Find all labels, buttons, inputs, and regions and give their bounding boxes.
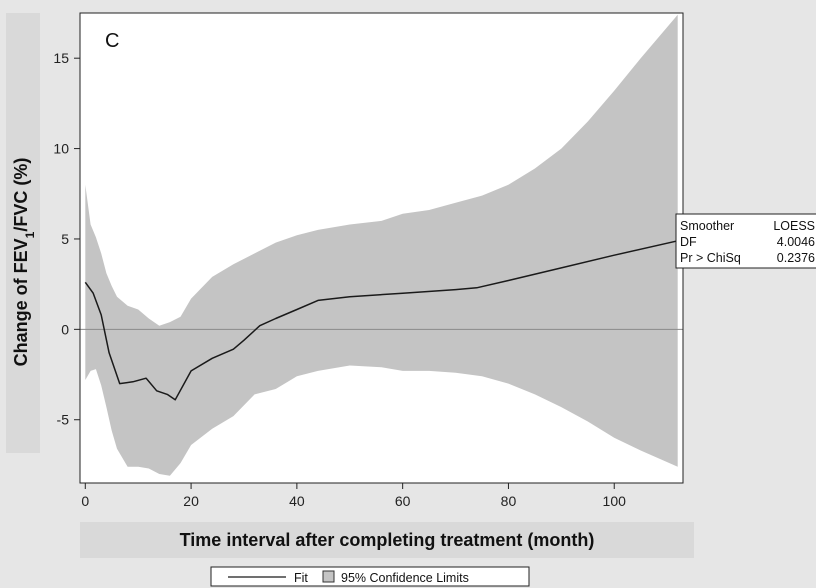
y-tick-label: -5 [57,412,70,428]
y-tick-label: 0 [61,321,69,337]
x-tick-label: 60 [395,493,411,509]
x-tick-label: 80 [501,493,517,509]
stats-row-label: Smoother [680,219,734,233]
y-axis-title-part1: Change of FEV [11,238,31,366]
confidence-band-area [85,14,678,476]
x-title-band [80,522,694,558]
fit-line-layer [84,240,678,401]
y-axis-title-subscript: 1 [23,231,37,238]
y-tick-label: 15 [53,50,69,66]
stats-row-value: LOESS [773,219,815,233]
legend-band-swatch [322,570,335,583]
legend-box [210,566,530,587]
x-axis-title: Time interval after completing treatment… [180,530,595,550]
y-tick-label: 5 [61,231,69,247]
stats-box [675,213,816,269]
y-tick-label: 10 [53,141,69,157]
y-axis-title: Change of FEV1/FVC (%) [11,158,37,367]
x-tick-label: 100 [603,493,627,509]
y-axis: -5 0 5 10 15 [53,50,80,428]
legend-band-label: 95% Confidence Limits [341,571,469,585]
panel-letter: C [105,30,119,52]
x-tick-label: 20 [183,493,199,509]
stats-inset: Smoother LOESS DF 4.0046 Pr > ChiSq 0.23… [675,213,816,269]
fit-line [84,240,678,401]
x-tick-label: 40 [289,493,305,509]
confidence-band-layer [85,14,678,476]
legend-fit-label: Fit [294,571,308,585]
stats-row-label: Pr > ChiSq [680,251,741,265]
stats-row-value: 4.0046 [777,235,815,249]
stats-row-label: DF [680,235,697,249]
y-title-band [6,13,40,453]
stats-row-value: 0.2376 [777,251,815,265]
x-axis: 0 20 40 60 80 100 [81,483,626,509]
x-tick-label: 0 [81,493,89,509]
y-axis-title-part2: /FVC (%) [11,158,31,232]
legend: Fit 95% Confidence Limits [210,566,530,587]
